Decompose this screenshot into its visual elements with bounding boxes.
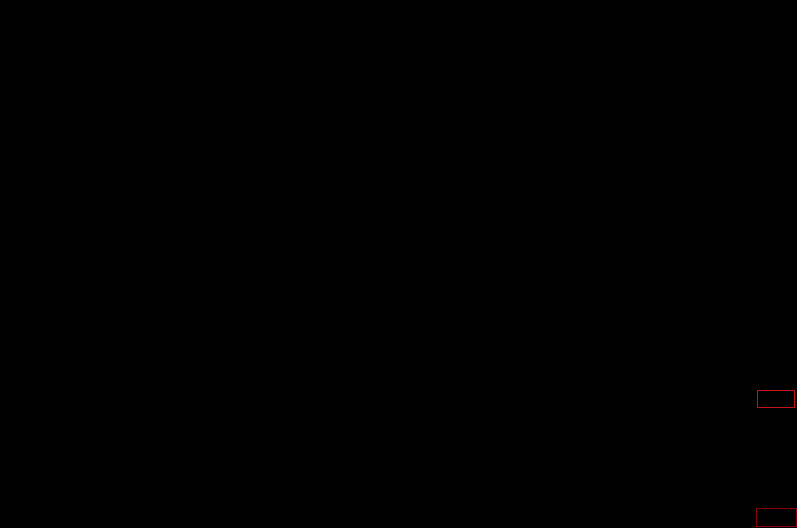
volume-panel-header: [3, 307, 51, 321]
volume-unit-box: [757, 390, 795, 408]
macd-panel-header: [3, 413, 41, 427]
period-selector[interactable]: [756, 508, 797, 527]
main-chart-header: [3, 1, 49, 15]
